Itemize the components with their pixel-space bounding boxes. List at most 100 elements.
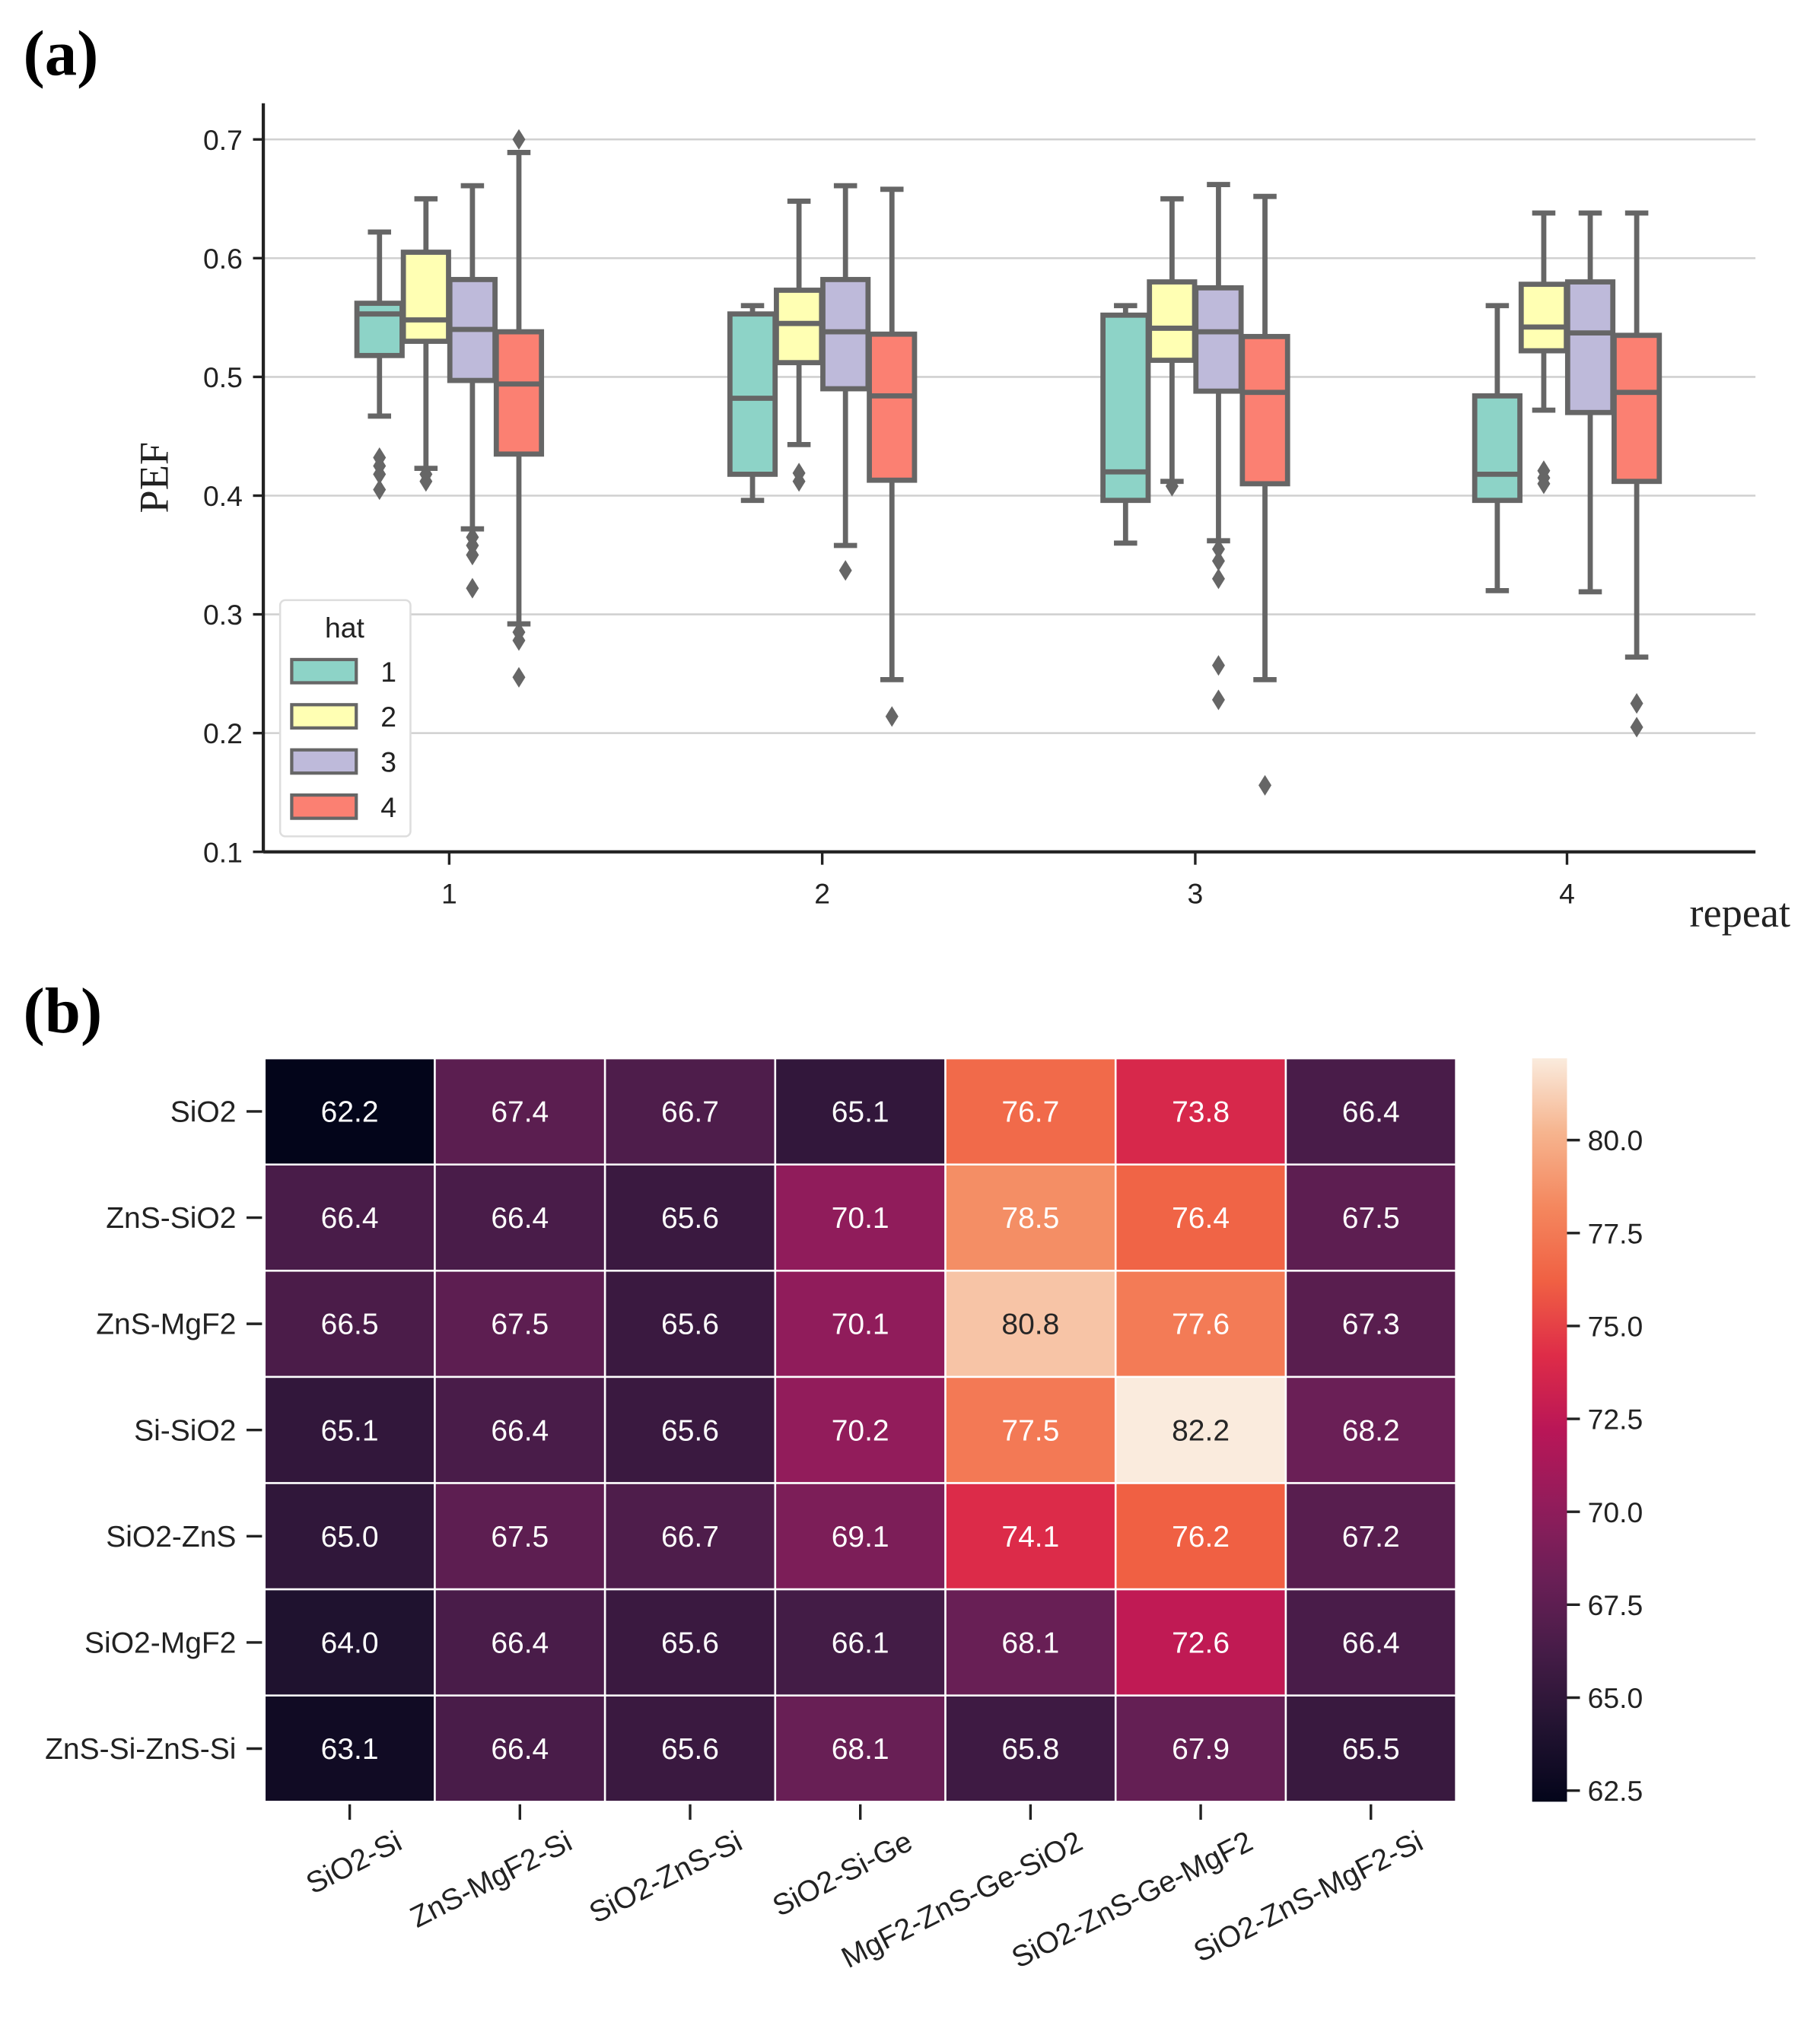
cell-value: 66.1	[832, 1627, 889, 1659]
cell-value: 80.8	[1001, 1309, 1059, 1341]
cell-value: 65.1	[832, 1096, 889, 1129]
heatmap-cell	[1284, 1482, 1457, 1591]
heatmap-cell	[434, 1163, 606, 1272]
heatmap-cell	[263, 1482, 436, 1591]
outlier-marker	[512, 666, 526, 688]
legend-label: 1	[380, 656, 396, 688]
box-iqr	[1239, 333, 1290, 487]
legend-label: 2	[380, 701, 396, 733]
cell-value: 76.2	[1172, 1521, 1230, 1553]
outlier-marker	[373, 479, 387, 501]
outlier-marker	[1537, 460, 1551, 482]
column-label: SiO2-ZnS-Si	[584, 1825, 748, 1930]
box-iqr	[1147, 279, 1198, 363]
cell-value: 82.2	[1172, 1414, 1230, 1447]
heatmap-cell	[774, 1694, 947, 1803]
cell-value: 62.2	[321, 1096, 379, 1129]
outlier-marker	[419, 463, 433, 485]
row-label: ZnS-MgF2	[96, 1309, 236, 1341]
cell-value: 66.7	[661, 1521, 719, 1553]
legend-label: 4	[380, 791, 396, 823]
legend-title: hat	[325, 612, 365, 644]
heatmap-panel: 62.2 67.4 66.7 65.1 76.7 73.8 66.4 66.4 66.4 65.6…	[45, 1057, 1643, 1975]
cell-value: 66.7	[661, 1096, 719, 1129]
column-label: SiO2-Si-Ge	[768, 1825, 918, 1923]
heatmap-cell	[1114, 1270, 1287, 1379]
colorbar-tick-label: 75.0	[1588, 1310, 1643, 1342]
y-tick-label: 0.3	[203, 599, 243, 631]
box-hat-3-repeat-4	[1564, 210, 1616, 595]
heatmap-cell	[603, 1482, 777, 1591]
heatmap-cell	[603, 1375, 777, 1484]
cell-value: 67.4	[491, 1096, 549, 1129]
heatmap-cell	[774, 1375, 947, 1484]
cell-value: 65.6	[661, 1202, 719, 1235]
colorbar-tick-label: 70.0	[1588, 1496, 1643, 1528]
outlier-marker	[1211, 568, 1225, 590]
box-iqr	[1472, 393, 1522, 504]
box-hat-1-repeat-4	[1472, 303, 1522, 593]
cell-value: 70.2	[832, 1414, 889, 1447]
colorbar	[1532, 1058, 1567, 1802]
legend-swatch	[290, 657, 358, 685]
cell-value: 69.1	[832, 1521, 889, 1553]
cell-value: 67.3	[1342, 1309, 1400, 1341]
box-iqr	[354, 301, 405, 358]
box-iqr	[1612, 332, 1662, 485]
legend-swatch	[290, 703, 358, 730]
cell-value: 72.6	[1172, 1627, 1230, 1659]
cell-value: 67.9	[1172, 1733, 1230, 1766]
heatmap-cell	[1284, 1270, 1457, 1379]
row-label: SiO2-ZnS	[106, 1521, 236, 1553]
box-hat-4-repeat-2	[867, 186, 918, 727]
y-tick-label: 0.6	[203, 243, 243, 275]
x-tick-label: 1	[441, 878, 457, 910]
heatmap-cell	[603, 1163, 777, 1272]
cell-value: 78.5	[1001, 1202, 1059, 1235]
heatmap-cell	[603, 1694, 777, 1803]
heatmap-cell	[944, 1694, 1117, 1803]
box-hat-2-repeat-4	[1518, 210, 1570, 494]
box-hat-1-repeat-3	[1100, 303, 1151, 546]
colorbar-tick-label: 65.0	[1588, 1682, 1643, 1714]
cell-value: 68.1	[1001, 1627, 1059, 1659]
y-tick-label: 0.4	[203, 480, 243, 512]
heatmap-cell	[944, 1057, 1117, 1166]
cell-value: 76.7	[1001, 1096, 1059, 1129]
cell-value: 65.6	[661, 1733, 719, 1766]
outlier-marker	[838, 560, 852, 581]
cell-value: 68.1	[832, 1733, 889, 1766]
heatmap-cell	[434, 1482, 606, 1591]
row-label: Si-SiO2	[134, 1414, 236, 1447]
y-tick-label: 0.7	[203, 124, 243, 156]
heatmap-cell	[263, 1270, 436, 1379]
colorbar-tick-label: 72.5	[1588, 1404, 1643, 1436]
box-iqr	[493, 329, 545, 457]
heatmap-cell	[263, 1588, 436, 1697]
outlier-marker	[1630, 717, 1643, 738]
box-hat-1-repeat-1	[354, 229, 405, 501]
cell-value: 76.4	[1172, 1202, 1230, 1235]
cell-value: 65.6	[661, 1309, 719, 1341]
heatmap-cell	[1284, 1057, 1457, 1166]
box-hat-4-repeat-4	[1612, 210, 1662, 738]
cell-value: 67.5	[491, 1309, 549, 1341]
outlier-marker	[512, 622, 526, 643]
cell-value: 74.1	[1001, 1521, 1059, 1553]
cell-value: 66.5	[321, 1309, 379, 1341]
box-iqr	[1564, 279, 1616, 415]
outlier-marker	[1211, 689, 1225, 711]
outlier-marker	[466, 526, 479, 548]
cell-value: 66.4	[321, 1202, 379, 1235]
cell-value: 67.5	[1342, 1202, 1400, 1235]
box-iqr	[400, 250, 451, 344]
cell-value: 70.1	[832, 1309, 889, 1341]
heatmap-cell	[944, 1482, 1117, 1591]
heatmap-cell	[944, 1270, 1117, 1379]
outlier-marker	[1258, 774, 1272, 796]
cell-value: 70.1	[832, 1202, 889, 1235]
panel-label-b: (b)	[24, 975, 103, 1047]
row-label: SiO2-MgF2	[84, 1627, 236, 1659]
heatmap-cell	[263, 1057, 436, 1166]
